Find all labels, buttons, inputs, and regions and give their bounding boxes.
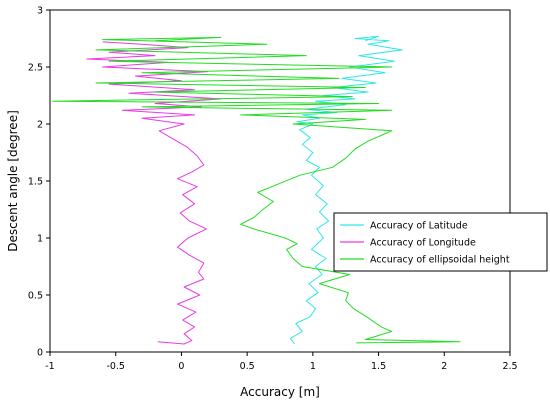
series-layer: [52, 35, 461, 345]
y-tick-label: 1: [37, 234, 43, 245]
y-tick-label: 0: [37, 348, 43, 359]
y-tick-label: 0.5: [28, 291, 43, 302]
x-tick-label: 0: [178, 361, 184, 372]
series-line-longitude: [86, 41, 222, 345]
y-axis-ticks: 0 0.5 1 1.5 2 2.5 3: [28, 6, 50, 359]
y-axis-title: Descent angle [degree]: [6, 110, 20, 252]
y-tick-label: 2: [37, 120, 43, 131]
x-tick-label: 2: [441, 361, 447, 372]
legend-label-ellipsoidal-height: Accuracy of ellipsoidal height: [370, 255, 510, 266]
x-axis-title: Accuracy [m]: [240, 385, 320, 399]
series-line-ellipsoidal-height: [52, 36, 461, 344]
x-tick-label: 1: [310, 361, 316, 372]
legend: Accuracy of Latitude Accuracy of Longitu…: [333, 212, 548, 272]
x-axis-ticks: -1 -0.5 0 0.5 1 1.5 2 2.5: [45, 352, 518, 372]
x-tick-label: 2.5: [502, 361, 517, 372]
x-tick-label: 0.5: [240, 361, 255, 372]
legend-label-longitude: Accuracy of Longitude: [370, 238, 476, 249]
series-line-latitude: [290, 35, 403, 345]
legend-box: [333, 212, 548, 272]
y-tick-label: 1.5: [28, 177, 43, 188]
x-tick-label: 1.5: [371, 361, 386, 372]
x-tick-label: -1: [45, 361, 54, 372]
x-tick-label: -0.5: [106, 361, 125, 372]
y-tick-label: 3: [37, 6, 43, 17]
legend-label-latitude: Accuracy of Latitude: [370, 221, 468, 232]
y-tick-label: 2.5: [28, 63, 43, 74]
